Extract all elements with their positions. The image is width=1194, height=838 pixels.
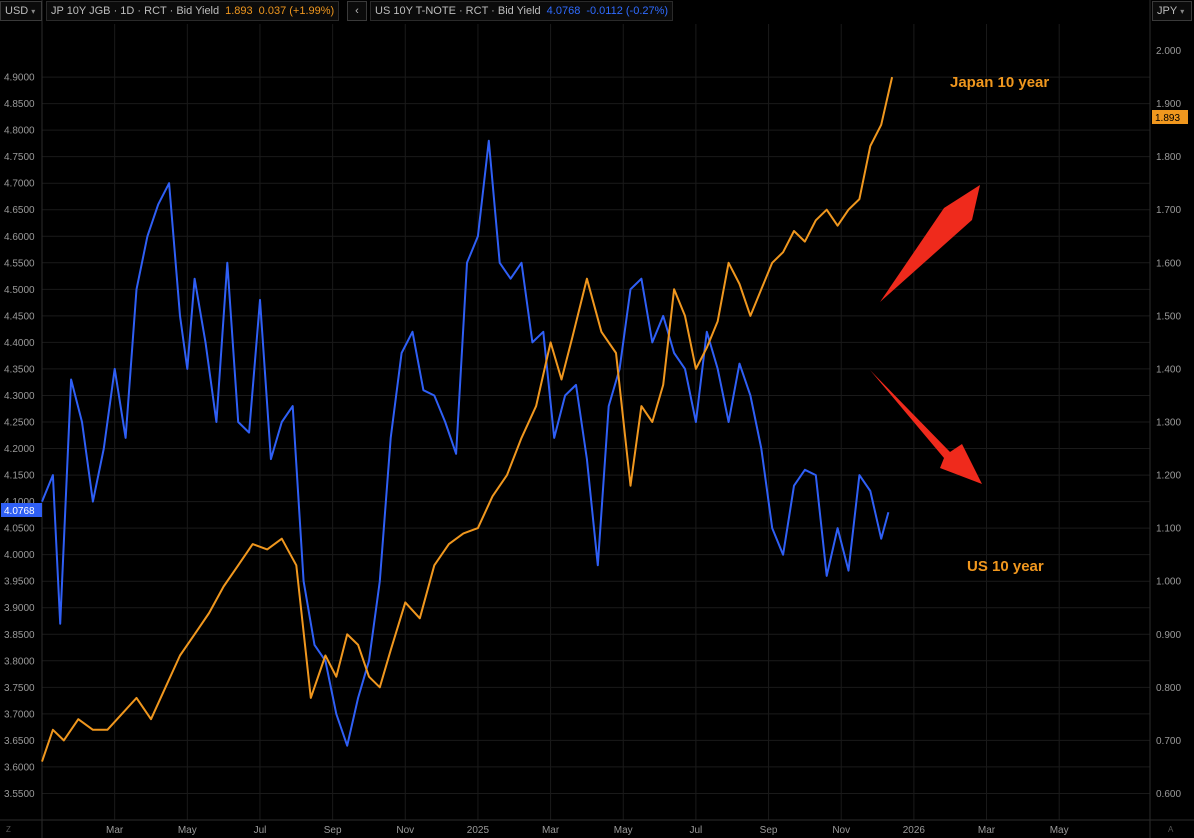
us-annotation-label: US 10 year [967, 558, 1044, 575]
left-axis-tick-label: 4.5500 [4, 258, 35, 269]
right-axis-tick-label: 1.000 [1156, 577, 1181, 588]
jgb-price-tag-text: 1.893 [1155, 113, 1180, 124]
x-axis-tick-label: Mar [106, 825, 124, 836]
left-axis-tick-label: 3.8000 [4, 656, 35, 667]
x-axis-tick-label: Jul [690, 825, 703, 836]
left-axis-tick-label: 4.0500 [4, 524, 35, 535]
right-axis-tick-label: 0.900 [1156, 630, 1181, 641]
x-axis-tick-label: Mar [978, 825, 996, 836]
japan-annotation-label: Japan 10 year [950, 74, 1049, 91]
x-axis-tick-label: Jul [254, 825, 267, 836]
jgb-label: JP 10Y JGB · 1D · RCT · Bid Yield [51, 5, 220, 17]
left-axis-tick-label: 4.6500 [4, 205, 35, 216]
time-axis[interactable]: Mar May Jul Sep Nov 2025 Mar May Jul Sep Nov 2026 Ma… [106, 825, 1069, 836]
chevron-down-icon: ▾ [31, 6, 36, 16]
chevron-down-icon: ▾ [1180, 6, 1185, 16]
left-axis-tick-label: 3.8500 [4, 630, 35, 641]
left-axis-tick-label: 3.6500 [4, 736, 35, 747]
left-axis-tick-label: 4.5000 [4, 285, 35, 296]
left-axis-tick-label: 3.9500 [4, 577, 35, 588]
right-axis-tick-label: 1.500 [1156, 311, 1181, 322]
right-axis-tick-label: 1.600 [1156, 258, 1181, 269]
right-axis-tick-label: 1.300 [1156, 418, 1181, 429]
left-axis-tick-label: 4.3000 [4, 391, 35, 402]
right-axis-tick-label: 1.700 [1156, 205, 1181, 216]
right-currency-label: JPY [1157, 5, 1178, 17]
jgb-price-tag [1152, 110, 1188, 124]
left-axis-tick-label: 4.3500 [4, 364, 35, 375]
left-axis-tick-label: 3.9000 [4, 603, 35, 614]
right-axis-tick-label: 1.100 [1156, 524, 1181, 535]
left-axis-tick-label: 4.1500 [4, 471, 35, 482]
x-axis-tick-label: Sep [760, 825, 778, 836]
x-axis-tick-label: May [1050, 825, 1069, 836]
right-axis-tick-label: 1.900 [1156, 99, 1181, 110]
right-axis-tick-label: 1.800 [1156, 152, 1181, 163]
right-currency-selector[interactable]: JPY ▾ [1152, 0, 1192, 22]
series-layer [41, 76, 894, 762]
corner-label-left[interactable]: Z [6, 825, 11, 834]
x-axis-tick-label: May [178, 825, 197, 836]
left-axis-tick-label: 3.7000 [4, 709, 35, 720]
left-axis-tick-label: 4.8000 [4, 126, 35, 137]
left-axis-tick-label: 4.8500 [4, 99, 35, 110]
left-axis-tick-label: 3.5500 [4, 789, 35, 800]
ust-change: -0.0112 (-0.27%) [586, 5, 669, 17]
left-axis-tick-label: 4.2500 [4, 418, 35, 429]
x-axis-tick-label: Nov [396, 825, 414, 836]
left-currency-label: USD [5, 5, 29, 17]
left-axis-tick-label: 3.6000 [4, 762, 35, 773]
left-currency-selector[interactable]: USD ▾ [0, 0, 42, 22]
us-10-year-line[interactable] [41, 139, 890, 747]
x-axis-tick-label: Mar [542, 825, 560, 836]
left-axis-tick-label: 4.1000 [4, 497, 35, 508]
jgb-change: 0.037 (+1.99%) [258, 5, 335, 17]
down-arrow-annotation [870, 370, 982, 484]
left-axis-tick-label: 4.4000 [4, 338, 35, 349]
x-axis-tick-label: 2026 [903, 825, 926, 836]
left-axis-tick-label: 4.7500 [4, 152, 35, 163]
back-button[interactable]: ‹ [347, 0, 367, 22]
chevron-left-icon: ‹ [355, 5, 359, 17]
corner-label-right[interactable]: A [1168, 825, 1174, 834]
right-axis-tick-label: 1.400 [1156, 364, 1181, 375]
x-axis-tick-label: 2025 [467, 825, 490, 836]
x-axis-tick-label: Sep [324, 825, 342, 836]
right-axis-tick-label: 0.800 [1156, 683, 1181, 694]
jgb-price: 1.893 [225, 5, 253, 17]
right-axis-tick-label: 1.200 [1156, 471, 1181, 482]
x-axis-tick-label: May [614, 825, 633, 836]
ust-legend[interactable]: US 10Y T-NOTE · RCT · Bid Yield 4.0768 -… [370, 0, 674, 22]
ust-label: US 10Y T-NOTE · RCT · Bid Yield [375, 5, 541, 17]
left-axis-tick-label: 4.6000 [4, 232, 35, 243]
left-axis-tick-label: 4.4500 [4, 311, 35, 322]
left-axis-tick-label: 4.0000 [4, 550, 35, 561]
x-axis-tick-label: Nov [832, 825, 850, 836]
japan-10-year-line[interactable] [41, 76, 894, 762]
right-axis-tick-label: 0.700 [1156, 736, 1181, 747]
right-price-axis[interactable]: 0.600 0.700 0.800 0.900 1.000 1.100 1.200 1.300… [1156, 46, 1181, 800]
left-axis-tick-label: 4.7000 [4, 179, 35, 190]
left-price-axis[interactable]: 3.5500 3.6000 3.6500 3.7000 3.7500 3.8000 3.85… [4, 73, 35, 800]
up-arrow-annotation [880, 185, 980, 302]
jgb-legend[interactable]: JP 10Y JGB · 1D · RCT · Bid Yield 1.893 … [46, 0, 340, 22]
ust-price: 4.0768 [546, 5, 581, 17]
right-axis-tick-label: 2.000 [1156, 46, 1181, 57]
left-axis-tick-label: 3.7500 [4, 683, 35, 694]
us-price-tag-text: 4.0768 [4, 506, 35, 517]
left-axis-tick-label: 4.9000 [4, 73, 35, 84]
us-price-tag [1, 503, 42, 517]
left-axis-tick-label: 4.2000 [4, 444, 35, 455]
right-axis-tick-label: 0.600 [1156, 789, 1181, 800]
